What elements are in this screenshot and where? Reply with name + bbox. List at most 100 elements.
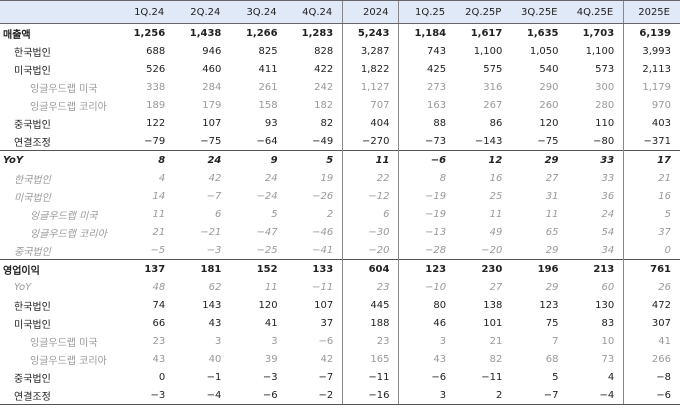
row-label: 연결조정 [14, 137, 51, 149]
header-cell: 2024 [342, 0, 399, 24]
table-cell: 65 [545, 226, 559, 238]
table-row-yoy-korea: 한국법인 4 42 24 19 22 8 16 27 33 21 [0, 169, 680, 187]
table-cell: 14 [152, 190, 166, 202]
table-cell: 83 [601, 317, 615, 329]
row-label: 한국법인 [14, 174, 51, 186]
row-label: 잉글우드랩 코리아 [30, 355, 107, 367]
table-cell: −13 [398, 223, 456, 241]
table-cell: 1,822 [342, 60, 399, 78]
table-cell: 43 [208, 317, 222, 329]
table-cell: 338 [146, 81, 166, 93]
table-cell: 1,617 [470, 27, 503, 39]
row-label: 중국법인 [14, 119, 51, 131]
table-row-op-adjustment: 연결조정 −3 −4 −6 −2 −16 3 2 −7 −4 −6 [0, 386, 680, 405]
table-cell: 1,179 [623, 78, 680, 96]
table-cell: 34 [601, 244, 615, 256]
header-cell: 1Q.24 [118, 0, 175, 24]
table-cell: 120 [258, 299, 278, 311]
table-cell: 12 [455, 150, 512, 169]
table-row-op-englewood-korea: 잉글우드랩 코리아 43 40 39 42 165 43 82 68 73 266 [0, 350, 680, 368]
table-cell: 27 [545, 172, 559, 184]
table-cell: −64 [256, 135, 278, 147]
table-cell: 49 [489, 226, 503, 238]
table-cell: −80 [593, 135, 615, 147]
table-cell: 42 [320, 353, 334, 365]
table-cell: 828 [314, 45, 334, 57]
table-cell: 575 [483, 63, 503, 75]
row-label: 매출액 [3, 29, 31, 41]
table-row-op-us: 미국법인 66 43 41 37 188 46 101 75 83 307 [0, 314, 680, 332]
table-cell: 24 [264, 172, 278, 184]
table-cell: 688 [146, 45, 166, 57]
table-cell: 36 [601, 190, 615, 202]
table-cell: 3,993 [623, 42, 680, 60]
table-cell: −2 [286, 386, 343, 405]
table-cell: 4 [607, 371, 615, 383]
header-cell: 2025E [623, 0, 680, 24]
table-cell: 16 [489, 172, 503, 184]
table-cell: 17 [623, 150, 680, 169]
table-cell: −49 [312, 135, 334, 147]
table-row-yoy-us: 미국법인 14 −7 −24 −26 −12 −19 25 31 36 16 [0, 187, 680, 205]
table-row-sales-adjustment: 연결조정 −79 −75 −64 −49 −270 −73 −143 −75 −80 −371 [0, 132, 680, 151]
table-cell: 2 [326, 208, 334, 220]
table-cell: 604 [342, 259, 399, 278]
table-cell: 280 [595, 99, 615, 111]
table-cell: 19 [320, 172, 334, 184]
table-cell: 540 [539, 63, 559, 75]
table-cell: −7 [206, 190, 222, 202]
table-cell: 152 [230, 259, 287, 278]
table-cell: 472 [623, 296, 680, 314]
row-label: 미국법인 [14, 192, 51, 204]
table-cell: −371 [623, 132, 680, 151]
table-row-sales-us: 미국법인 526 460 411 422 1,822 425 575 540 573 2,113 [0, 60, 680, 78]
table-cell: 1,127 [342, 78, 399, 96]
table-cell: −3 [118, 386, 175, 405]
table-cell: 10 [601, 335, 615, 347]
table-cell: 5 [623, 205, 680, 223]
table-cell: 1,438 [189, 27, 222, 39]
table-cell: 3 [398, 332, 456, 350]
table-cell: 33 [601, 172, 615, 184]
table-cell: 82 [320, 117, 334, 129]
table-cell: 43 [152, 353, 166, 365]
table-cell: 761 [623, 259, 680, 278]
row-label: 한국법인 [14, 301, 51, 313]
table-cell: 74 [152, 299, 166, 311]
table-cell: 163 [398, 96, 456, 114]
table-cell: −75 [200, 135, 222, 147]
table-cell: −7 [318, 371, 334, 383]
table-cell: −11 [312, 281, 334, 293]
table-cell: 213 [567, 259, 624, 278]
table-cell: 179 [202, 99, 222, 111]
table-cell: 1,266 [245, 27, 278, 39]
table-cell: 970 [623, 96, 680, 114]
table-cell: −46 [312, 226, 334, 238]
table-cell: 60 [601, 281, 615, 293]
table-cell: 29 [511, 150, 568, 169]
table-cell: 5 [552, 371, 559, 383]
table-row-yoy-englewood-korea: 잉글우드랩 코리아 21 −21 −47 −46 −30 −13 49 65 54 37 [0, 223, 680, 241]
header-cell: 3Q.24 [230, 0, 287, 24]
table-cell: 825 [258, 45, 278, 57]
table-cell: 188 [342, 314, 399, 332]
table-cell: 273 [398, 78, 456, 96]
table-cell: 1,050 [529, 45, 559, 57]
table-cell: 8 [398, 169, 456, 187]
header-cell: 4Q.24 [286, 0, 343, 24]
table-cell: −6 [623, 386, 680, 405]
table-cell: 75 [545, 317, 559, 329]
table-cell: 107 [314, 299, 334, 311]
table-cell: −7 [511, 386, 568, 405]
table-row-op-englewood-us: 잉글우드랩 미국 23 3 3 −6 23 3 21 7 10 41 [0, 332, 680, 350]
table-cell: 23 [152, 335, 166, 347]
table-cell: −3 [262, 371, 278, 383]
table-cell: −47 [256, 226, 278, 238]
header-row: 1Q.24 2Q.24 3Q.24 4Q.24 2024 1Q.25 2Q.25… [0, 0, 680, 24]
table-cell: 8 [118, 150, 175, 169]
table-cell: 29 [545, 281, 559, 293]
table-cell: 261 [258, 81, 278, 93]
table-cell: 266 [623, 350, 680, 368]
table-cell: −16 [342, 386, 399, 405]
row-label: YoY [14, 281, 32, 293]
